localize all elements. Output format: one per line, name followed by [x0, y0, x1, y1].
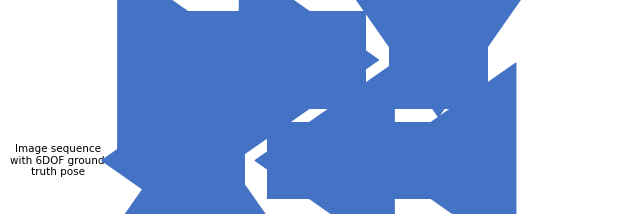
Text: Create sparse
trajectory: Create sparse trajectory: [397, 46, 479, 74]
FancyBboxPatch shape: [146, 122, 244, 199]
Text: Manually
select vertices: Manually select vertices: [152, 46, 238, 74]
FancyBboxPatch shape: [268, 122, 366, 199]
Text: Collect data: Collect data: [160, 154, 230, 167]
FancyBboxPatch shape: [146, 11, 244, 109]
FancyBboxPatch shape: [268, 11, 366, 109]
FancyBboxPatch shape: [389, 122, 488, 199]
Text: Generate dense
trajectory: Generate dense trajectory: [391, 147, 486, 174]
Text: Image sequence
with 6DOF ground
truth pose: Image sequence with 6DOF ground truth po…: [10, 144, 105, 177]
Text: Change
environmental
condition: Change environmental condition: [274, 139, 360, 182]
FancyBboxPatch shape: [389, 11, 488, 109]
Text: Define
visitation order
of vertices: Define visitation order of vertices: [272, 39, 362, 81]
